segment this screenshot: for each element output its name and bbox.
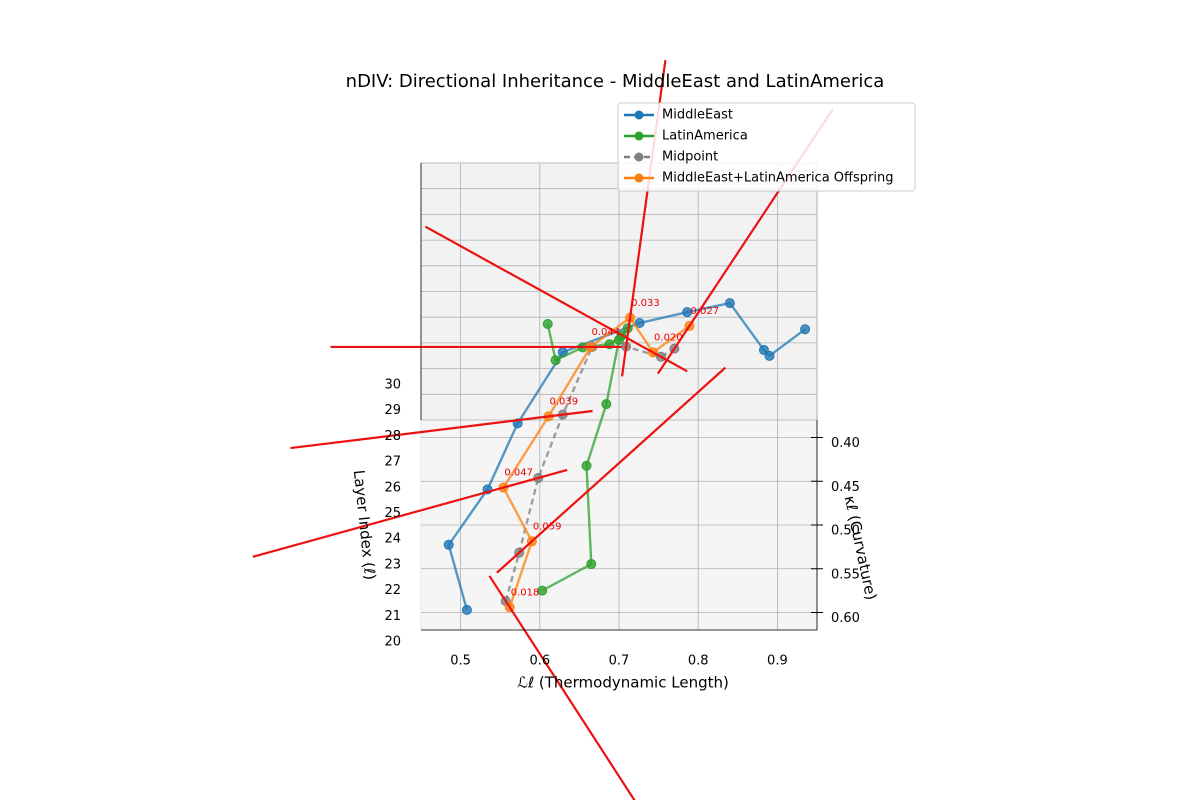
distance-label: 0.033: [631, 298, 660, 309]
series-point: [724, 298, 735, 309]
z-tick-label: 27: [384, 455, 401, 470]
y-tick-label: 0.45: [831, 480, 860, 495]
chart-title: nDIV: Directional Inheritance - MiddleEa…: [346, 71, 885, 92]
series-point: [581, 460, 592, 471]
z-tick-label: 28: [384, 429, 401, 444]
series-point: [461, 604, 472, 615]
series-point: [537, 585, 548, 596]
direction-arrow: [290, 409, 593, 450]
z-tick-label: 20: [384, 635, 401, 650]
series-point: [764, 350, 775, 361]
distance-label: 0.039: [550, 396, 579, 407]
series-point: [550, 355, 561, 366]
series-point: [542, 319, 553, 329]
legend-marker: [634, 173, 644, 183]
series-point: [800, 324, 811, 335]
z-tick-label: 29: [384, 403, 401, 418]
legend-label: LatinAmerica: [662, 129, 748, 144]
legend-box: [617, 102, 916, 192]
x-tick-label: 0.9: [767, 654, 788, 669]
distance-label: 0.018: [511, 587, 540, 598]
direction-arrow: [496, 366, 727, 574]
y-tick-label: 0.50: [831, 524, 860, 539]
z-tick-label: 24: [384, 532, 401, 547]
distance-label: 0.027: [690, 306, 719, 317]
y-tick-label: 0.60: [831, 611, 860, 626]
legend-marker: [634, 152, 644, 162]
z-tick-label: 26: [384, 480, 401, 495]
z-tick-label: 30: [384, 378, 401, 393]
legend-label: MiddleEast+LatinAmerica Offspring: [662, 171, 893, 186]
x-tick-label: 0.7: [609, 654, 630, 669]
distance-label: 0.047: [504, 468, 533, 479]
x-tick-label: 0.8: [688, 654, 709, 669]
series-point: [634, 318, 645, 328]
series-point: [682, 307, 693, 318]
distance-label: 0.020: [654, 332, 683, 343]
legend-marker: [634, 110, 644, 120]
distance-label: 0.044: [591, 327, 620, 338]
z-tick-label: 22: [384, 583, 401, 598]
z-tick-label: 23: [384, 557, 401, 572]
series-point: [443, 539, 454, 550]
x-tick-label: 0.6: [529, 654, 550, 669]
legend-label: Midpoint: [662, 150, 718, 165]
direction-arrow: [424, 225, 688, 373]
series-line: [501, 316, 691, 608]
distance-label: 0.059: [533, 521, 562, 532]
legend-label: MiddleEast: [662, 108, 733, 123]
y-tick-label: 0.55: [831, 567, 860, 582]
x-tick-label: 0.5: [450, 654, 471, 669]
legend-marker: [634, 131, 644, 141]
y-tick-label: 0.40: [831, 436, 860, 451]
plot-area: [252, 60, 834, 800]
direction-arrow: [488, 575, 636, 800]
labels: 0.5 0.6 0.7 0.8 0.9 0.40 0.45 0.50 0.55 0.60 20 21 2…: [384, 163, 860, 669]
x-axis-title: ℒℓ (Thermodynamic Length): [517, 674, 729, 692]
z-tick-label: 21: [384, 609, 401, 624]
z-tick-label: 25: [384, 506, 401, 521]
series-point: [601, 399, 612, 410]
direction-arrow: [252, 468, 568, 558]
legend: MiddleEast LatinAmerica Midpoint MiddleEast…: [617, 102, 916, 192]
series-point: [586, 559, 597, 570]
